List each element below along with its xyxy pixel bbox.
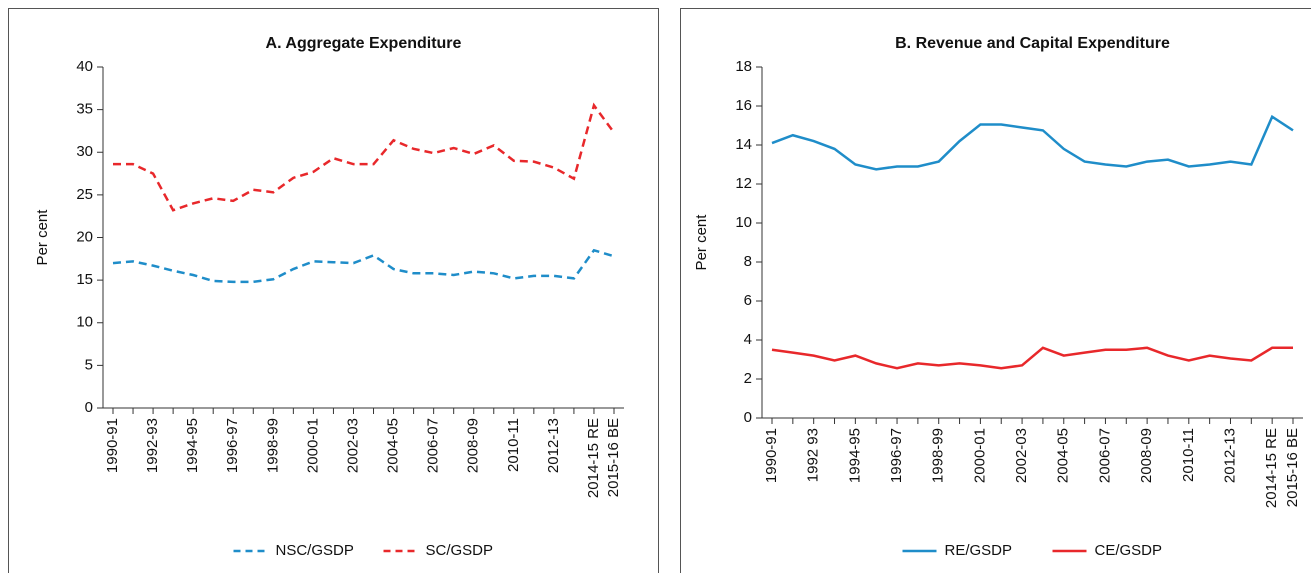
x-tick-label: 2004-05 xyxy=(1055,428,1072,483)
x-tick-label: 2012-13 xyxy=(1221,428,1238,483)
y-tick-label: 6 xyxy=(744,292,752,309)
y-tick-label: 30 xyxy=(76,143,93,160)
y-tick-label: 15 xyxy=(76,271,93,288)
x-tick-label: 2008-09 xyxy=(1138,428,1155,483)
data-line xyxy=(771,114,1294,171)
y-tick-label: 0 xyxy=(744,409,752,426)
x-tick-label: 2006-07 xyxy=(1096,428,1113,483)
panel-frame xyxy=(680,8,1311,573)
x-tick-label: 2015-16 BE xyxy=(605,418,622,497)
y-tick-label: 10 xyxy=(735,214,752,231)
y-axis-label: Per cent xyxy=(693,214,710,271)
y-tick-label: 18 xyxy=(735,58,752,75)
x-tick-label: 1992 93 xyxy=(805,428,822,482)
y-tick-label: 10 xyxy=(76,314,93,331)
legend-label: RE/GSDP xyxy=(945,542,1013,559)
x-tick-label: 2000-01 xyxy=(971,428,988,483)
x-tick-label: 2010-11 xyxy=(505,418,522,472)
x-tick-label: 1996-97 xyxy=(224,418,241,473)
x-tick-label: 1998-99 xyxy=(930,428,947,483)
x-tick-label: 2000-01 xyxy=(304,418,321,473)
y-tick-label: 20 xyxy=(76,228,93,245)
x-tick-label: 2002-03 xyxy=(344,418,361,473)
legend-label: NSC/GSDP xyxy=(276,542,354,559)
x-tick-label: 1996-97 xyxy=(888,428,905,483)
x-tick-label: 1992-93 xyxy=(144,418,161,473)
y-tick-label: 8 xyxy=(744,253,752,270)
y-tick-label: 25 xyxy=(76,186,93,203)
x-tick-label: 2002-03 xyxy=(1013,428,1030,483)
x-tick-label: 1994-95 xyxy=(846,428,863,483)
y-axis-label: Per cent xyxy=(34,209,51,266)
chart-title: B. Revenue and Capital Expenditure xyxy=(895,35,1170,52)
y-tick-label: 5 xyxy=(85,356,93,373)
y-tick-label: 16 xyxy=(735,97,752,114)
x-tick-label: 2008-09 xyxy=(465,418,482,473)
x-tick-label: 1990-91 xyxy=(104,418,121,473)
x-tick-label: 2012-13 xyxy=(545,418,562,473)
x-tick-label: 2004-05 xyxy=(385,418,402,473)
panel-frame xyxy=(8,8,659,573)
y-tick-label: 35 xyxy=(76,101,93,118)
y-tick-label: 12 xyxy=(735,175,752,192)
x-tick-label: 1990-91 xyxy=(763,428,780,483)
x-tick-label: 2015-16 BE xyxy=(1284,428,1301,507)
x-tick-label: 1998-99 xyxy=(264,418,281,473)
y-tick-label: 2 xyxy=(744,370,752,387)
data-line xyxy=(771,346,1293,370)
chart-title: A. Aggregate Expenditure xyxy=(266,35,462,52)
x-tick-label: 2014-15 RE xyxy=(585,418,602,498)
y-tick-label: 14 xyxy=(735,136,752,153)
legend-label: CE/GSDP xyxy=(1095,542,1163,559)
x-tick-label: 2014-15 RE xyxy=(1263,428,1280,508)
data-line xyxy=(112,248,615,284)
y-tick-label: 4 xyxy=(744,331,752,348)
legend-label: SC/GSDP xyxy=(426,542,494,559)
y-tick-label: 40 xyxy=(76,58,93,75)
y-tick-label: 0 xyxy=(85,399,93,416)
x-tick-label: 2010-11 xyxy=(1180,428,1197,482)
x-tick-label: 2006-07 xyxy=(425,418,442,473)
x-tick-label: 1994-95 xyxy=(184,418,201,473)
data-line xyxy=(113,102,616,212)
